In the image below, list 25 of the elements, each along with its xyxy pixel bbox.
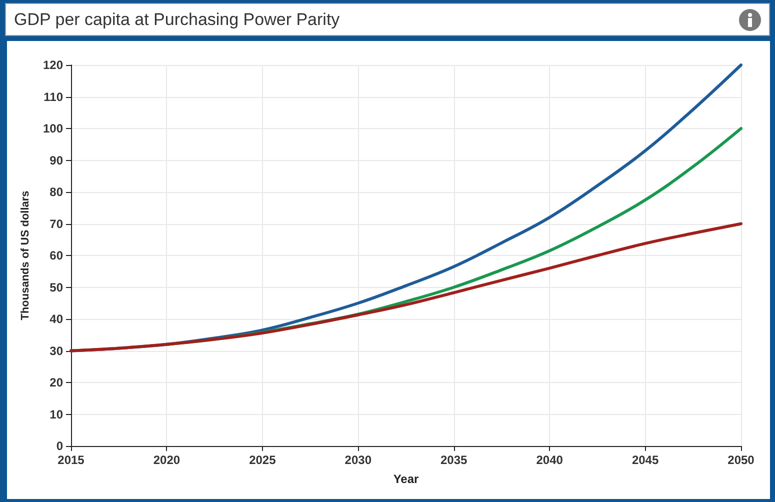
y-axis-title: Thousands of US dollars	[20, 190, 32, 320]
chart-title: GDP per capita at Purchasing Power Parity	[14, 10, 340, 30]
x-tick-label: 2035	[440, 453, 468, 467]
y-tick-label: 100	[42, 122, 64, 136]
y-tick-label: 90	[50, 153, 64, 168]
y-tick-label: 0	[56, 439, 64, 453]
x-tick-label: 2040	[536, 453, 564, 467]
x-tick-label: 2030	[344, 453, 372, 467]
y-tick-label: 10	[50, 407, 64, 422]
y-tick-label: 20	[50, 376, 64, 390]
y-tick-label: 40	[50, 312, 64, 326]
y-tick-label: 70	[50, 216, 64, 231]
y-tick-label: 50	[50, 280, 64, 294]
x-tick-label: 2015	[58, 453, 85, 467]
y-tick-label: 30	[50, 344, 64, 358]
x-tick-label: 2050	[728, 453, 755, 467]
x-axis-title: Year	[393, 472, 420, 486]
y-tick-label: 80	[50, 185, 64, 199]
x-tick-label: 2045	[632, 453, 659, 467]
y-tick-label: 110	[44, 90, 64, 104]
x-tick-label: 2020	[153, 453, 180, 467]
line-series	[70, 222, 742, 352]
y-tick-label: 60	[50, 248, 64, 262]
y-tick-label: 120	[42, 58, 64, 72]
x-tick-label: 2025	[249, 453, 276, 467]
